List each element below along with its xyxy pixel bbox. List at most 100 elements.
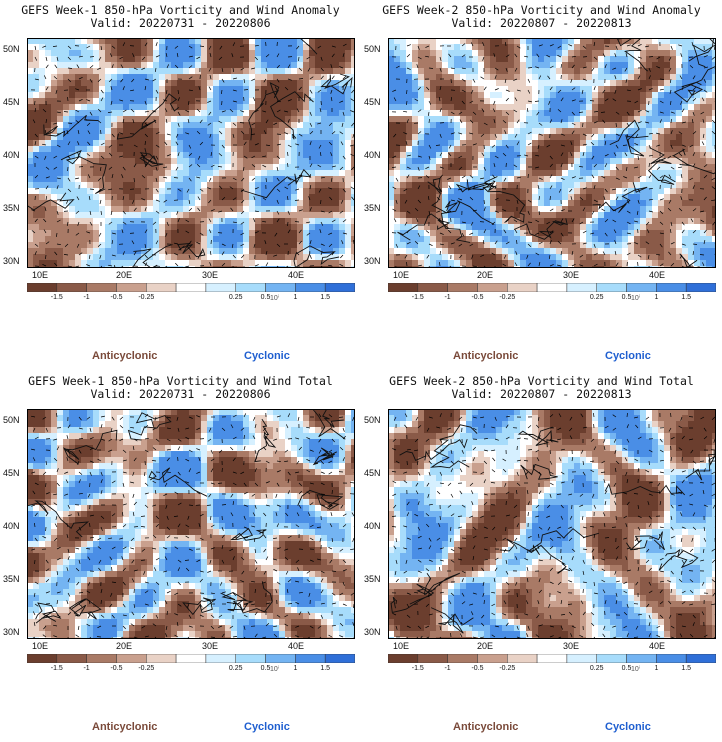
colorbar-tick-label: 1 (654, 665, 659, 672)
longitude-label: 20E (477, 641, 494, 651)
colorbar-scale-label: 10ⁱ (270, 295, 280, 302)
map-panel: GEFS Week-2 850-hPa Vorticity and Wind A… (361, 0, 722, 371)
colorbar-swatch (235, 283, 266, 292)
latitude-label: 35N (364, 203, 381, 213)
colorbar-tick-label: 1 (293, 665, 298, 672)
latitude-label: 50N (3, 44, 20, 54)
map-panel: GEFS Week-1 850-hPa Vorticity and Wind A… (0, 0, 361, 371)
cyclonic-label: Cyclonic (244, 350, 290, 362)
longitude-label: 10E (393, 641, 410, 651)
longitude-label: 40E (288, 641, 305, 651)
colorbar-swatch (205, 283, 236, 292)
colorbar-swatch (507, 283, 538, 292)
longitude-label: 20E (116, 270, 133, 280)
colorbar-swatch (536, 654, 568, 663)
colorbar-scale-label: 10ⁱ (270, 666, 280, 673)
latitude-label: 45N (364, 97, 381, 107)
wind-vectors (391, 412, 716, 639)
longitude-label: 30E (563, 641, 580, 651)
vorticity-map (388, 409, 716, 639)
colorbar-tick-label: -0.25 (138, 294, 155, 301)
colorbar (27, 654, 355, 663)
longitude-label: 10E (32, 270, 49, 280)
colorbar-tick-label: 1 (293, 294, 298, 301)
latitude-label: 40N (364, 150, 381, 160)
longitude-label: 30E (202, 270, 219, 280)
colorbar-tick-label: -1 (444, 665, 451, 672)
colorbar-swatch (596, 283, 627, 292)
colorbar-tick-label: -0.25 (499, 665, 516, 672)
coastlines (27, 38, 353, 268)
colorbar-swatch (146, 654, 177, 663)
colorbar-swatch (626, 283, 657, 292)
colorbar-scale-label: 10ⁱ (631, 295, 641, 302)
latitude-label: 45N (364, 468, 381, 478)
longitude-label: 40E (649, 270, 666, 280)
colorbar-tick-label: -0.25 (138, 665, 155, 672)
latitude-label: 30N (364, 627, 381, 637)
anticyclonic-label: Anticyclonic (92, 721, 158, 733)
latitude-label: 35N (3, 574, 20, 584)
colorbar-tick-label: 1.5 (681, 294, 692, 301)
vorticity-map (388, 38, 716, 268)
colorbar-swatch (477, 654, 508, 663)
colorbar-swatch (116, 654, 147, 663)
panel-valid-date: Valid: 20220731 - 20220806 (90, 387, 271, 401)
panel-title: GEFS Week-2 850-hPa Vorticity and Wind T… (389, 374, 694, 388)
colorbar-swatch (86, 654, 117, 663)
anticyclonic-label: Anticyclonic (92, 350, 158, 362)
longitude-label: 30E (202, 641, 219, 651)
colorbar-swatch (417, 283, 448, 292)
anticyclonic-label: Anticyclonic (453, 721, 519, 733)
colorbar-swatch (626, 654, 657, 663)
latitude-label: 35N (364, 574, 381, 584)
colorbar-swatch (656, 283, 687, 292)
colorbar-swatch (685, 283, 716, 292)
colorbar-swatch (27, 283, 58, 292)
colorbar-swatch (295, 283, 326, 292)
colorbar-tick-label: -0.5 (471, 665, 484, 672)
colorbar-swatch (447, 283, 478, 292)
vorticity-map (27, 409, 355, 639)
anticyclonic-label: Anticyclonic (453, 350, 519, 362)
colorbar-swatch (417, 654, 448, 663)
colorbar-swatch (265, 654, 296, 663)
colorbar-tick-label: -0.5 (110, 294, 123, 301)
colorbar-swatch (685, 654, 716, 663)
colorbar-tick-label: 0.25 (589, 665, 604, 672)
colorbar-tick-label: -1.5 (411, 665, 424, 672)
panel-valid-date: Valid: 20220807 - 20220813 (451, 16, 632, 30)
colorbar-swatch (86, 283, 117, 292)
colorbar-swatch (596, 654, 627, 663)
cyclonic-label: Cyclonic (605, 350, 651, 362)
panel-valid-date: Valid: 20220807 - 20220813 (451, 387, 632, 401)
colorbar-tick-label: -0.25 (499, 294, 516, 301)
colorbar-tick-label: -0.5 (471, 294, 484, 301)
wind-vectors (31, 412, 355, 639)
colorbar-swatch (295, 654, 326, 663)
cyclonic-label: Cyclonic (244, 721, 290, 733)
colorbar-swatch (265, 283, 296, 292)
latitude-label: 50N (364, 44, 381, 54)
longitude-label: 10E (393, 270, 410, 280)
wind-vectors (391, 41, 716, 268)
colorbar-tick-label: 0.5 (260, 665, 271, 672)
colorbar-swatch (324, 654, 355, 663)
colorbar-tick-label: -1 (83, 665, 90, 672)
colorbar-swatch (566, 654, 597, 663)
vorticity-map (27, 38, 355, 268)
latitude-label: 50N (364, 415, 381, 425)
longitude-label: 40E (288, 270, 305, 280)
colorbar-swatch (566, 283, 597, 292)
colorbar-swatch (146, 283, 177, 292)
map-panel: GEFS Week-1 850-hPa Vorticity and Wind T… (0, 371, 361, 742)
colorbar-swatch (447, 654, 478, 663)
colorbar-swatch (235, 654, 266, 663)
map-panel: GEFS Week-2 850-hPa Vorticity and Wind T… (361, 371, 722, 742)
colorbar-tick-label: 1.5 (320, 294, 331, 301)
colorbar-swatch (116, 283, 147, 292)
coastlines (397, 38, 716, 268)
latitude-label: 30N (3, 627, 20, 637)
latitude-label: 30N (364, 256, 381, 266)
colorbar-swatch (536, 283, 568, 292)
